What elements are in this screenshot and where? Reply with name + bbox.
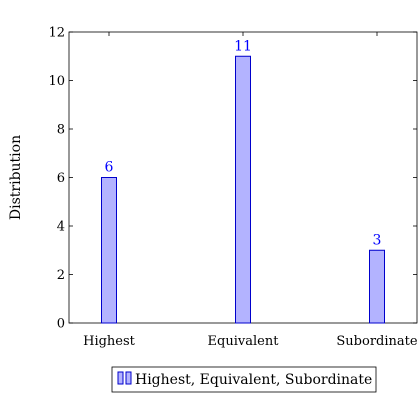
x-tick-label: Subordinate xyxy=(336,334,417,349)
legend-swatches xyxy=(117,371,132,385)
data-labels: 6 11 3 xyxy=(105,38,382,248)
x-tick-label: Equivalent xyxy=(208,334,280,349)
legend-label: Highest, Equivalent, Subordinate xyxy=(135,372,372,388)
y-tick-label: 10 xyxy=(48,74,65,89)
data-label: 3 xyxy=(373,232,382,248)
x-axis: Highest Equivalent Subordinate xyxy=(83,32,418,349)
bars xyxy=(101,55,385,324)
x-tick-label: Highest xyxy=(83,334,136,349)
y-tick-label: 12 xyxy=(48,26,65,41)
legend: Highest, Equivalent, Subordinate xyxy=(111,366,377,393)
y-tick-label: 4 xyxy=(57,220,65,235)
y-axis-label: Distribution xyxy=(8,135,24,220)
data-label: 6 xyxy=(105,160,114,176)
y-tick-label: 8 xyxy=(57,123,65,138)
legend-box xyxy=(111,366,377,393)
y-axis: 0 2 4 6 8 10 12 xyxy=(48,26,417,332)
data-label: 11 xyxy=(234,38,252,54)
y-tick-label: 0 xyxy=(57,317,65,332)
bar xyxy=(235,55,251,324)
bar xyxy=(369,249,385,324)
y-tick-label: 6 xyxy=(57,171,65,186)
bar xyxy=(101,177,117,324)
legend-swatch xyxy=(117,371,124,385)
y-tick-label: 2 xyxy=(57,268,65,283)
legend-swatch xyxy=(125,371,132,385)
